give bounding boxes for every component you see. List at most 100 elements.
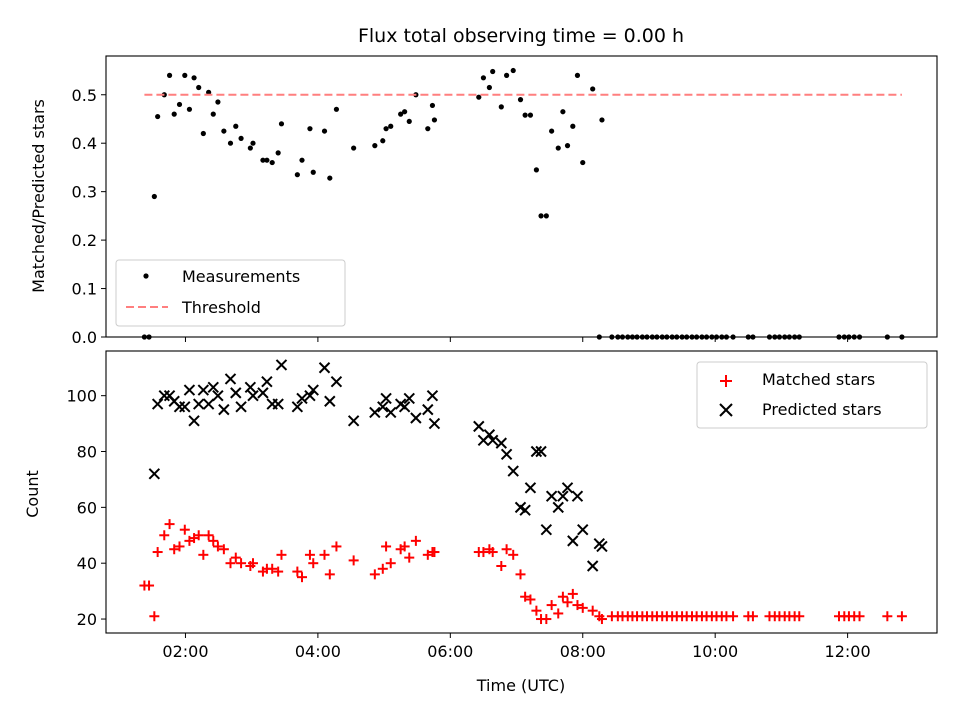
- measurement-point: [402, 109, 408, 115]
- matched-stars-point: [169, 544, 180, 555]
- predicted-stars-point: [272, 398, 284, 410]
- measurement-point: [490, 68, 496, 75]
- measurement-point: [431, 117, 438, 123]
- measurement-point: [533, 167, 539, 173]
- measurement-point: [299, 157, 305, 163]
- matched-stars-point: [348, 555, 359, 566]
- predicted-stars-point: [483, 429, 496, 441]
- measurement-point: [200, 130, 206, 137]
- matched-stars-point: [308, 558, 319, 569]
- measurement-point: [166, 72, 173, 78]
- predicted-stars-point: [296, 392, 308, 405]
- measurement-point: [294, 172, 300, 178]
- predicted-stars-point: [524, 482, 537, 494]
- matched-stars-point: [577, 602, 588, 613]
- matched-stars-point: [546, 600, 557, 611]
- measurement-point: [574, 72, 581, 78]
- measurement-point: [564, 143, 571, 149]
- matched-stars-point: [230, 552, 241, 563]
- measurement-point: [307, 126, 313, 132]
- matched-stars-point: [198, 549, 209, 560]
- ratio-legend: Measurements Threshold: [115, 259, 346, 327]
- matched-stars-point: [193, 530, 204, 541]
- predicted-stars-point: [347, 415, 360, 427]
- measurement-point: [233, 123, 239, 129]
- count-legend-box: [696, 361, 928, 429]
- matched-stars-point: [882, 611, 893, 622]
- matched-stars-point: [525, 594, 536, 605]
- legend-matched-marker: [720, 375, 732, 387]
- predicted-stars-point: [179, 401, 191, 413]
- matched-stars-point: [324, 569, 335, 580]
- predicted-stars-point: [426, 389, 439, 402]
- matched-stars-point: [267, 563, 278, 574]
- measurement-point: [555, 145, 561, 151]
- measurement-point: [215, 99, 221, 105]
- predicted-stars-point: [261, 376, 273, 388]
- predicted-stars-point: [428, 417, 441, 430]
- measurement-point: [176, 101, 183, 108]
- predicted-stars-point: [530, 445, 543, 458]
- predicted-stars-point: [377, 401, 389, 413]
- matched-stars-point: [567, 588, 578, 599]
- matched-stars-point: [515, 569, 526, 580]
- measurement-point: [476, 94, 482, 100]
- measurement-point: [227, 140, 234, 146]
- predicted-stars-point: [307, 384, 319, 396]
- matched-stars-point: [854, 611, 865, 622]
- predicted-stars-point: [422, 403, 434, 416]
- measurement-point: [310, 169, 316, 175]
- measurement-point: [275, 150, 281, 156]
- measurement-point: [510, 67, 516, 74]
- matched-stars-point: [594, 611, 605, 622]
- matched-stars-point: [410, 535, 421, 546]
- measurement-point: [570, 123, 576, 129]
- measurement-point: [182, 72, 188, 78]
- matched-stars-point: [174, 541, 185, 552]
- measurement-point: [351, 145, 357, 151]
- measurement-point: [221, 128, 227, 134]
- predicted-stars-point: [369, 406, 381, 419]
- predicted-stars-point: [486, 434, 499, 447]
- predicted-stars-point: [304, 389, 316, 402]
- measurement-point: [264, 157, 270, 163]
- matched-stars-point: [572, 600, 583, 611]
- matched-stars-point: [212, 541, 223, 552]
- count-x-tick-label: 04:00: [295, 642, 341, 661]
- count-y-axis-label: Count: [23, 470, 42, 518]
- predicted-stars-point: [385, 406, 397, 419]
- predicted-stars-point: [380, 392, 392, 405]
- predicted-stars-point: [148, 468, 161, 480]
- legend-measurements-label: Measurements: [182, 267, 300, 286]
- count-axes-frame: [105, 350, 938, 634]
- predicted-stars-point: [212, 389, 224, 402]
- measurement-point: [406, 118, 412, 125]
- measurement-point: [383, 126, 389, 132]
- predicted-stars-point: [230, 387, 242, 399]
- matched-stars-point: [531, 605, 542, 616]
- predicted-stars-point: [561, 482, 574, 494]
- matched-stars-point: [728, 611, 739, 622]
- ratio-y-axis-label: Matched/Predicted stars: [29, 99, 48, 293]
- predicted-stars-point: [235, 401, 247, 413]
- count-y-tick-label: 60: [77, 498, 97, 517]
- matched-stars-point: [276, 549, 287, 560]
- ratio-y-tick-label: 0.3: [72, 183, 97, 202]
- measurement-point: [425, 126, 431, 132]
- measurement-point: [580, 159, 586, 166]
- chart-title: Flux total observing time = 0.00 h: [358, 25, 684, 47]
- predicted-stars-point: [567, 535, 579, 547]
- predicted-stars-point: [324, 395, 336, 407]
- matched-stars-point: [587, 605, 598, 616]
- legend-threshold-label: Threshold: [181, 298, 261, 317]
- predicted-stars-point: [244, 381, 257, 394]
- predicted-stars-point: [291, 401, 304, 413]
- ratio-y-tick-label: 0.1: [72, 280, 97, 299]
- ratio-y-tick-label: 0.4: [72, 134, 97, 153]
- matched-stars-point: [208, 535, 219, 546]
- count-panel: 02:00 04:00 06:00 08:00 10:00 12:00 20 40 60 80 1…: [23, 350, 938, 695]
- measurement-point: [599, 117, 605, 123]
- matched-stars-point: [247, 558, 258, 569]
- predicted-stars-point: [188, 415, 200, 427]
